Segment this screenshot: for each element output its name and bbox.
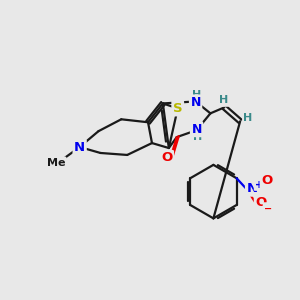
Text: Me: Me [46, 158, 65, 168]
Text: O: O [255, 196, 267, 209]
Text: H: H [244, 113, 253, 123]
Text: H: H [193, 132, 202, 142]
Text: S: S [173, 102, 183, 115]
Text: N: N [247, 182, 258, 195]
Text: −: − [264, 203, 272, 214]
Text: N: N [74, 140, 85, 154]
Text: O: O [261, 174, 272, 187]
Text: H: H [219, 95, 228, 106]
Text: N: N [190, 96, 201, 109]
Text: H: H [192, 89, 201, 100]
Text: N: N [191, 123, 202, 136]
Text: +: + [255, 180, 263, 190]
Text: O: O [161, 152, 172, 164]
